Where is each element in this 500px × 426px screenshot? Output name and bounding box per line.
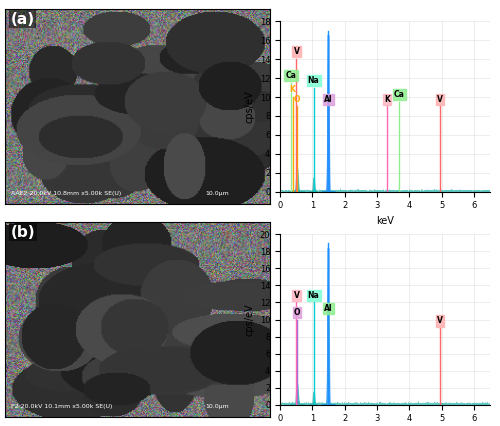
Text: (b): (b) xyxy=(11,225,36,240)
Text: K: K xyxy=(290,85,296,94)
Text: AAE2 20.0kV 10.8mm x5.00k SE(U): AAE2 20.0kV 10.8mm x5.00k SE(U) xyxy=(11,191,121,196)
Text: O: O xyxy=(294,308,300,317)
Text: Ca: Ca xyxy=(286,71,296,80)
Text: F2 20.0kV 10.1mm x5.00k SE(U): F2 20.0kV 10.1mm x5.00k SE(U) xyxy=(11,404,112,409)
Text: (a): (a) xyxy=(11,12,35,27)
Text: V: V xyxy=(294,291,300,300)
Text: Na: Na xyxy=(308,291,320,300)
Text: Al: Al xyxy=(324,304,332,313)
Text: K: K xyxy=(384,95,390,104)
Text: V: V xyxy=(294,47,300,56)
Y-axis label: cps/eV: cps/eV xyxy=(244,90,254,123)
Text: Al: Al xyxy=(324,95,332,104)
Text: O: O xyxy=(294,95,300,104)
Text: Na: Na xyxy=(308,76,320,85)
Text: V: V xyxy=(437,95,443,104)
Text: 10.0μm: 10.0μm xyxy=(206,191,230,196)
Text: 10.0μm: 10.0μm xyxy=(206,404,230,409)
Text: V: V xyxy=(437,317,443,325)
Text: Ca: Ca xyxy=(394,90,404,99)
Y-axis label: cps/eV: cps/eV xyxy=(244,303,254,336)
X-axis label: keV: keV xyxy=(376,216,394,226)
